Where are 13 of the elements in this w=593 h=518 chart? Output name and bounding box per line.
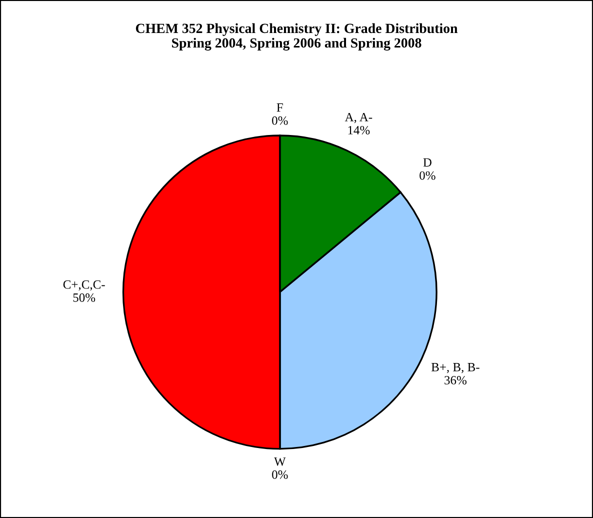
slice-label: B+, B, B- (431, 363, 480, 374)
data-label: 14% (348, 126, 370, 134)
slice-label: A, A- (344, 112, 372, 124)
text: 0% (420, 171, 436, 180)
text: 0% (272, 470, 288, 479)
chart-title: CHEM 352 Physical Chemistry II: Grade Distribution Spring 2004, Spring 2006 and Spring 2008 (136, 23, 458, 51)
text: 0% (272, 116, 288, 125)
category-label: F (276, 103, 283, 112)
data-label: 36% (444, 376, 466, 384)
slice-label: C+,C,C- (63, 280, 105, 291)
data-label: 50% (73, 293, 96, 302)
category-label: W (274, 457, 286, 466)
category-label: D (423, 158, 432, 167)
